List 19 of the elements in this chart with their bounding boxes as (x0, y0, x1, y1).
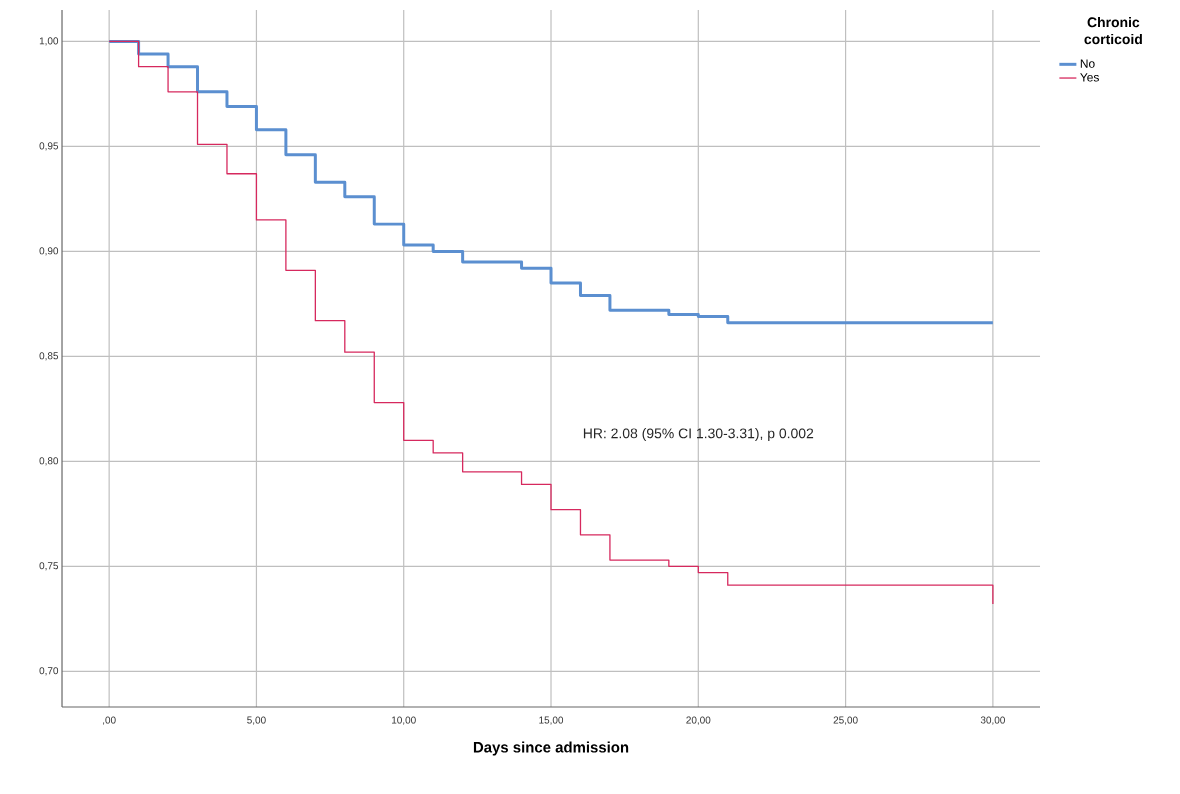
legend-label: No (1080, 59, 1095, 68)
x-tick-label: 5,00 (247, 716, 266, 725)
y-tick-label: 0,95 (39, 142, 59, 151)
y-tick-label: 0,75 (39, 562, 59, 571)
x-tick-label: 20,00 (686, 716, 711, 725)
y-tick-label: 0,90 (39, 247, 59, 256)
x-tick-label: ,00 (103, 716, 116, 725)
x-tick-label: 25,00 (833, 716, 858, 725)
y-tick-label: 0,70 (39, 667, 59, 676)
legend-label: Yes (1080, 73, 1099, 82)
y-tick-label: 1,00 (39, 37, 59, 46)
annotation: HR: 2.08 (95% CI 1.30-3.31), p 0.002 (583, 428, 814, 442)
y-tick-label: 0,80 (39, 457, 59, 466)
legend-title: Chronic corticoid (1084, 16, 1142, 45)
x-tick-label: 30,00 (980, 716, 1005, 725)
x-tick-label: 15,00 (539, 716, 564, 725)
x-tick-label: 10,00 (392, 716, 416, 725)
y-tick-label: 0,85 (39, 352, 59, 361)
x-axis-title: Days since admission (473, 741, 629, 756)
